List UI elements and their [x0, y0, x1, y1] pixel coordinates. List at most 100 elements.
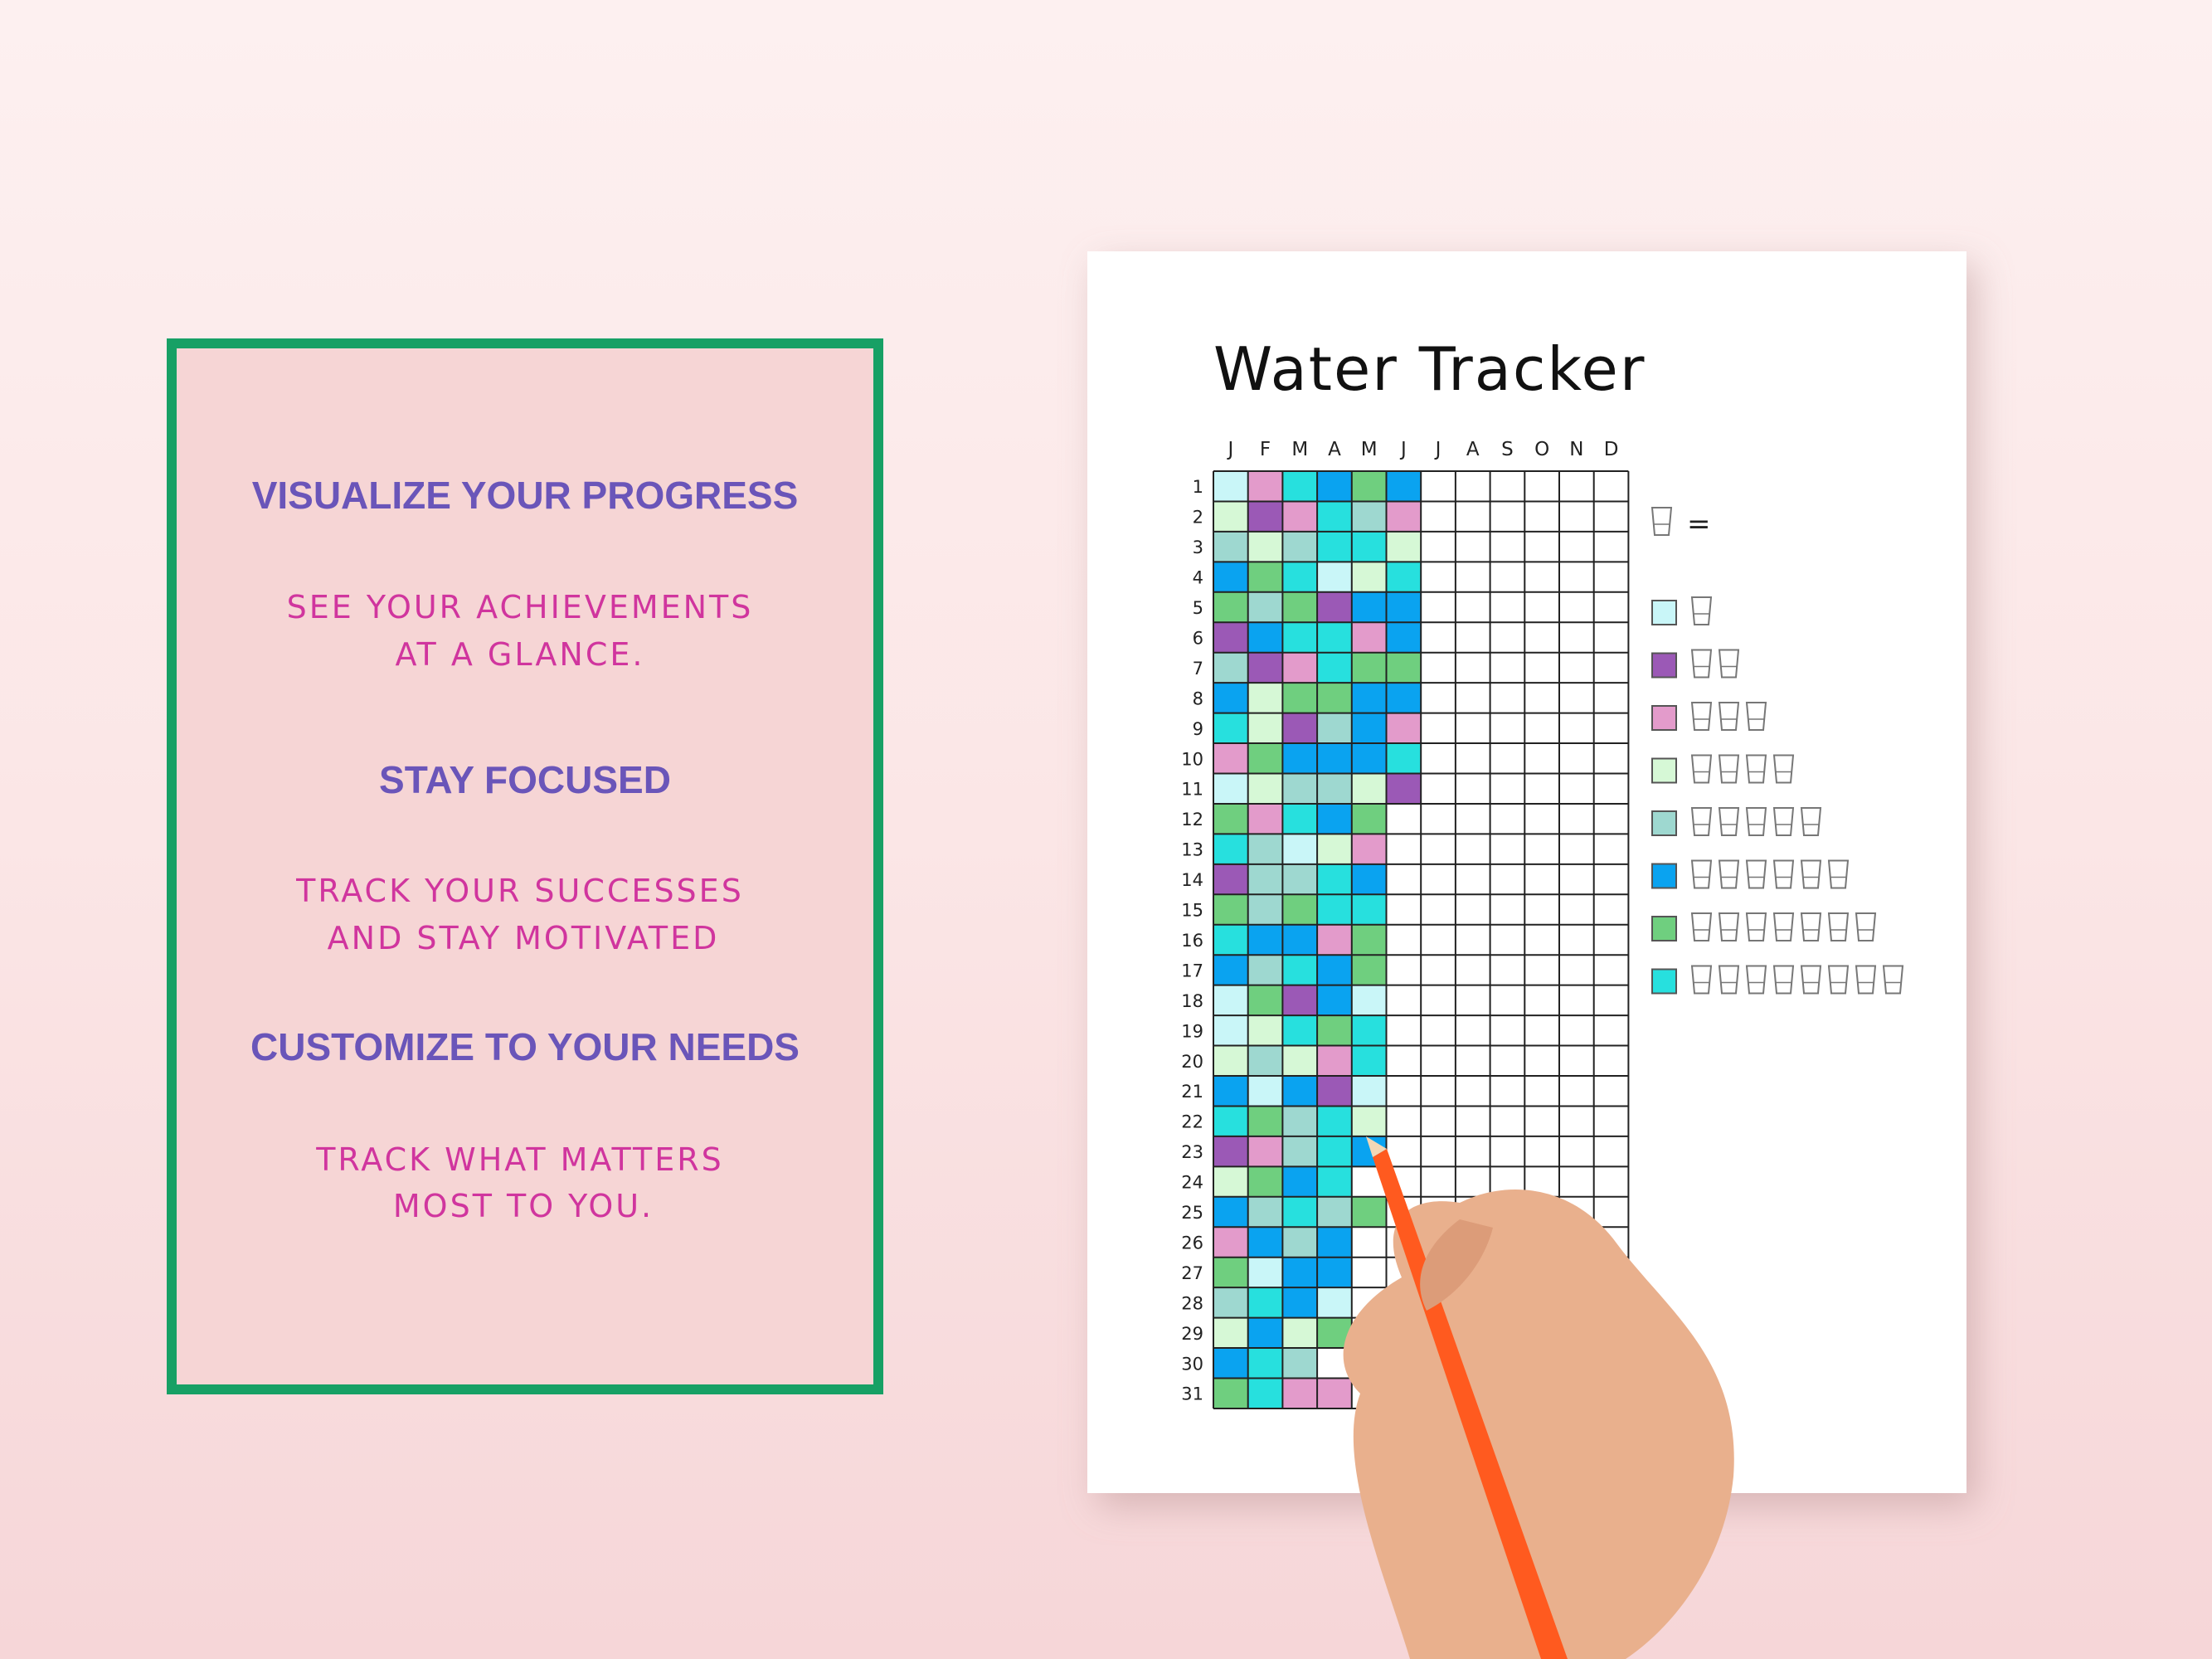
cell	[1213, 1317, 1248, 1349]
cell	[1282, 924, 1318, 956]
cell	[1317, 1076, 1352, 1107]
cell	[1282, 1378, 1318, 1408]
month-label: J	[1226, 439, 1233, 460]
cell	[1247, 1257, 1283, 1288]
glass-icon	[1773, 859, 1794, 889]
cell	[1213, 1076, 1248, 1107]
glass-icon	[1691, 596, 1712, 625]
cell	[1317, 803, 1352, 834]
cell	[1282, 1348, 1318, 1379]
cell	[1282, 1257, 1318, 1288]
day-label: 15	[1181, 901, 1203, 921]
cell	[1213, 1045, 1248, 1076]
day-label: 22	[1181, 1112, 1203, 1132]
cell	[1317, 894, 1352, 925]
cell	[1351, 1045, 1387, 1076]
cell	[1213, 1106, 1248, 1136]
day-label: 16	[1181, 931, 1203, 951]
glass-icon	[1691, 649, 1712, 679]
subtext: SEE YOUR ACHIEVEMENTS	[287, 589, 754, 625]
cell	[1247, 1166, 1283, 1197]
glass-icon	[1746, 702, 1767, 731]
cell	[1213, 803, 1248, 834]
cell	[1282, 803, 1318, 834]
glass-icon	[1801, 912, 1821, 941]
cell	[1213, 864, 1248, 895]
glass-icon	[1828, 912, 1849, 941]
cell	[1282, 1076, 1318, 1107]
cell	[1213, 834, 1248, 864]
cell	[1247, 501, 1283, 532]
cell	[1213, 713, 1248, 744]
day-label: 4	[1193, 568, 1203, 588]
day-label: 17	[1181, 961, 1203, 980]
cell	[1213, 1136, 1248, 1167]
glass-icon	[1691, 807, 1712, 836]
day-label: 6	[1193, 628, 1203, 648]
glass-icon	[1691, 702, 1712, 731]
glass-icon	[1746, 754, 1767, 784]
cell	[1351, 985, 1387, 1016]
cell	[1351, 743, 1387, 774]
cell	[1351, 1106, 1387, 1136]
subtext: MOST TO YOU.	[393, 1188, 654, 1224]
subtext: TRACK YOUR SUCCESSES	[295, 873, 744, 909]
glass-icon	[1746, 859, 1767, 889]
cell	[1247, 1015, 1283, 1046]
cell	[1213, 531, 1248, 562]
cell	[1386, 501, 1422, 532]
day-label: 23	[1181, 1142, 1203, 1162]
cell	[1282, 955, 1318, 985]
cell	[1317, 1136, 1352, 1167]
cell	[1213, 1257, 1248, 1288]
glass-icon	[1719, 807, 1739, 836]
day-label: 21	[1181, 1082, 1203, 1102]
glass-icon	[1801, 965, 1821, 995]
legend-swatch	[1651, 600, 1677, 625]
cell	[1247, 531, 1283, 562]
cell	[1351, 924, 1387, 956]
cell	[1247, 1136, 1283, 1167]
cell	[1282, 471, 1318, 502]
pencil-tip	[1366, 1136, 1387, 1157]
month-label: A	[1328, 439, 1341, 460]
month-label: M	[1291, 439, 1308, 460]
cell	[1351, 1076, 1387, 1107]
cell	[1282, 713, 1318, 744]
cell	[1213, 562, 1248, 592]
cell	[1282, 683, 1318, 713]
month-label: J	[1399, 439, 1407, 460]
cell	[1282, 531, 1318, 562]
heading: CUSTOMIZE TO YOUR NEEDS	[250, 1025, 800, 1068]
cell	[1213, 773, 1248, 804]
glass-icon	[1719, 859, 1739, 889]
cell	[1351, 713, 1387, 744]
cell	[1282, 1106, 1318, 1136]
cell	[1317, 591, 1352, 623]
day-label: 13	[1181, 840, 1203, 860]
cell	[1213, 622, 1248, 653]
cell	[1282, 985, 1318, 1016]
cell	[1213, 1227, 1248, 1258]
cell	[1317, 985, 1352, 1016]
cell	[1213, 924, 1248, 956]
cell	[1386, 652, 1422, 684]
cell	[1213, 591, 1248, 623]
month-label: A	[1466, 439, 1480, 460]
cell	[1386, 773, 1422, 804]
glass-icon	[1719, 702, 1739, 731]
cell	[1351, 562, 1387, 592]
cell	[1247, 1287, 1283, 1318]
cell	[1282, 622, 1318, 653]
cell	[1317, 1045, 1352, 1076]
glass-icon	[1801, 859, 1821, 889]
cell	[1317, 955, 1352, 985]
cell	[1247, 1378, 1283, 1408]
glass-icon	[1691, 754, 1712, 784]
glass-icon	[1719, 649, 1739, 679]
cell	[1213, 1378, 1248, 1408]
day-label: 11	[1181, 780, 1203, 800]
cell	[1247, 894, 1283, 925]
month-label: S	[1501, 439, 1514, 460]
